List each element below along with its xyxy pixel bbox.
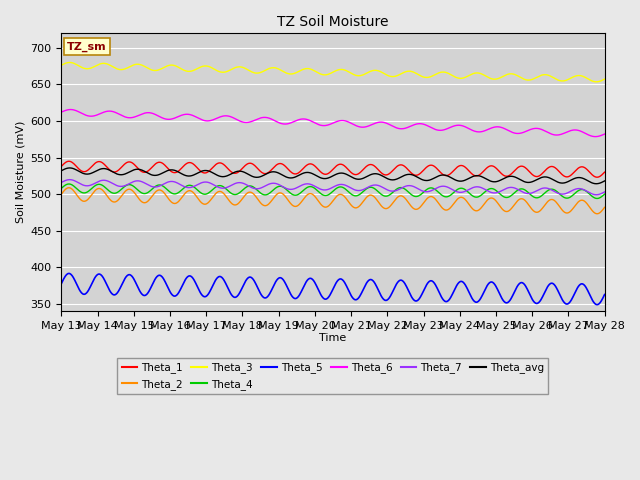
Theta_5 (593, 302, 601, 308)
Theta_5 (65, 271, 73, 276)
Theta_6 (482, 128, 490, 133)
Theta_7 (66, 177, 74, 182)
Theta_3 (431, 72, 439, 78)
Theta_1 (601, 169, 609, 175)
Theta_4 (601, 191, 609, 197)
Theta_5 (113, 290, 121, 296)
Theta_4 (298, 190, 305, 195)
Theta_avg (593, 181, 600, 187)
Line: Theta_avg: Theta_avg (61, 168, 605, 184)
Theta_2 (278, 190, 285, 196)
Y-axis label: Soil Moisture (mV): Soil Moisture (mV) (15, 121, 25, 223)
Theta_6 (431, 126, 439, 132)
Theta_4 (431, 186, 439, 192)
Theta_3 (298, 67, 305, 73)
Theta_6 (492, 124, 499, 130)
X-axis label: Time: Time (319, 333, 347, 343)
Theta_4 (113, 190, 121, 195)
Theta_5 (431, 281, 439, 287)
Theta_avg (298, 171, 305, 177)
Theta_avg (601, 178, 609, 184)
Theta_7 (431, 186, 439, 192)
Theta_2 (58, 191, 65, 197)
Theta_4 (593, 195, 601, 201)
Legend: Theta_1, Theta_2, Theta_3, Theta_4, Theta_5, Theta_6, Theta_7, Theta_avg: Theta_1, Theta_2, Theta_3, Theta_4, Thet… (118, 359, 548, 394)
Theta_6 (67, 107, 74, 112)
Theta_7 (601, 189, 609, 195)
Line: Theta_6: Theta_6 (61, 109, 605, 137)
Theta_5 (278, 276, 285, 281)
Line: Theta_4: Theta_4 (61, 184, 605, 198)
Theta_1 (492, 165, 499, 170)
Theta_2 (298, 199, 305, 205)
Theta_3 (593, 79, 600, 84)
Line: Theta_7: Theta_7 (61, 180, 605, 195)
Theta_1 (482, 166, 490, 172)
Theta_3 (482, 73, 490, 79)
Theta_7 (482, 187, 490, 192)
Text: TZ_sm: TZ_sm (67, 41, 106, 51)
Theta_5 (482, 286, 490, 291)
Theta_5 (58, 281, 65, 287)
Theta_3 (66, 60, 74, 65)
Theta_avg (482, 176, 490, 181)
Theta_5 (298, 289, 305, 295)
Theta_4 (492, 187, 499, 193)
Theta_6 (58, 109, 65, 115)
Theta_1 (58, 163, 65, 169)
Theta_6 (113, 110, 121, 116)
Theta_7 (58, 180, 65, 185)
Theta_1 (65, 158, 73, 164)
Line: Theta_1: Theta_1 (61, 161, 605, 177)
Theta_7 (113, 183, 121, 189)
Theta_avg (58, 168, 65, 174)
Theta_2 (601, 204, 609, 210)
Line: Theta_2: Theta_2 (61, 188, 605, 214)
Title: TZ Soil Moisture: TZ Soil Moisture (277, 15, 388, 29)
Theta_4 (482, 189, 490, 194)
Theta_6 (298, 116, 305, 122)
Theta_7 (593, 192, 600, 198)
Theta_4 (58, 185, 65, 191)
Theta_5 (492, 282, 499, 288)
Theta_3 (492, 76, 499, 82)
Theta_1 (431, 164, 439, 169)
Theta_3 (601, 76, 609, 82)
Theta_3 (58, 62, 65, 68)
Theta_5 (601, 292, 609, 298)
Theta_2 (482, 199, 490, 205)
Theta_avg (113, 171, 121, 177)
Theta_avg (278, 172, 285, 178)
Theta_6 (278, 121, 285, 127)
Theta_1 (593, 174, 601, 180)
Theta_2 (431, 196, 439, 202)
Theta_avg (492, 179, 499, 185)
Theta_2 (113, 198, 121, 204)
Theta_3 (113, 66, 121, 72)
Theta_6 (591, 134, 599, 140)
Theta_7 (278, 183, 285, 189)
Theta_1 (278, 161, 285, 167)
Theta_2 (593, 211, 601, 216)
Theta_6 (601, 131, 609, 137)
Theta_7 (492, 190, 499, 196)
Line: Theta_5: Theta_5 (61, 274, 605, 305)
Line: Theta_3: Theta_3 (61, 62, 605, 82)
Theta_avg (431, 175, 439, 180)
Theta_3 (278, 68, 285, 73)
Theta_4 (278, 183, 285, 189)
Theta_avg (66, 165, 74, 171)
Theta_1 (298, 168, 305, 173)
Theta_2 (492, 197, 499, 203)
Theta_4 (65, 181, 73, 187)
Theta_1 (113, 168, 121, 174)
Theta_2 (65, 185, 73, 191)
Theta_7 (298, 182, 305, 188)
